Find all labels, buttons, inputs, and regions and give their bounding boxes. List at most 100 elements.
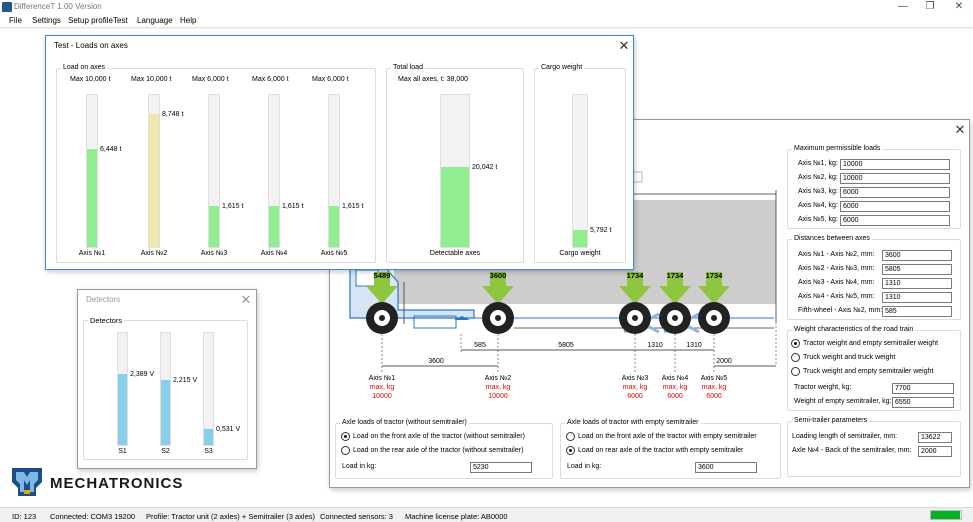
status-connection: Connected: COM3 19200 xyxy=(50,512,136,521)
diagram-axis-label-4: Axis №4 xyxy=(662,375,689,382)
detectors-close-icon[interactable]: ✕ xyxy=(240,292,252,307)
top-load-5: 1734 xyxy=(706,271,724,280)
weight-option-1-label: Tractor weight and empty semitrailer wei… xyxy=(803,340,939,347)
max-load-label-5: Axis №5, kg: xyxy=(798,216,838,223)
diagram-max-kg-4: 6000 xyxy=(667,393,683,400)
max-loads-group: Maximum permissible loads Axis №1, kg: 1… xyxy=(787,145,961,229)
tractor-empty-load-input[interactable]: 3600 xyxy=(695,462,757,473)
tractor-empty-front-label: Load on the front axle of the tractor wi… xyxy=(578,433,757,440)
tractor-empty-front-radio[interactable] xyxy=(566,432,575,441)
tractor-axle-load-input[interactable]: 5230 xyxy=(470,462,532,473)
distance-label-3: Axis №3 - Axis №4, mm: xyxy=(798,279,875,286)
menu-setup-profile[interactable]: Setup profile xyxy=(68,16,113,25)
sensor-s1-bar-fill xyxy=(118,374,127,445)
tractor-weight-label: Tractor weight, kg: xyxy=(794,384,852,391)
axis-3-label: Axis №3 xyxy=(200,250,228,257)
config-close-icon[interactable]: ✕ xyxy=(954,122,966,137)
diagram-max-label-3: max, kg xyxy=(623,384,648,391)
dim-axis3-axis4: 1310 xyxy=(647,342,663,349)
semitrailer-weight-input[interactable]: 6550 xyxy=(892,397,954,408)
distance-input-2[interactable]: 5805 xyxy=(882,264,952,275)
sensor-s3-value: 0,531 V xyxy=(216,426,241,433)
axis-3-bar-track xyxy=(208,94,220,248)
axis-1-bar-fill xyxy=(87,149,97,247)
app-titlebar: DifferenceT 1.00 Version — ❐ ✕ xyxy=(0,0,973,14)
sensor-s3-bar-track xyxy=(203,332,214,446)
tractor-axle-front-label: Load on the front axle of the tractor (w… xyxy=(353,433,525,440)
distance-label-4: Axis №4 - Axis №5, mm: xyxy=(798,293,875,300)
loads-close-icon[interactable]: ✕ xyxy=(618,38,630,53)
distance-input-4[interactable]: 1310 xyxy=(882,292,952,303)
distance-input-3[interactable]: 1310 xyxy=(882,278,952,289)
semitrailer-length-input[interactable]: 13622 xyxy=(918,432,952,443)
menu-language[interactable]: Language xyxy=(137,16,173,25)
diagram-max-kg-1: 10000 xyxy=(372,393,392,400)
weight-option-3-radio[interactable] xyxy=(791,367,800,376)
diagram-axis-label-5: Axis №5 xyxy=(701,375,728,382)
menu-file[interactable]: File xyxy=(9,16,22,25)
semitrailer-weight-label: Weight of empty semitrailer, kg: xyxy=(794,398,892,405)
restore-icon[interactable]: ❐ xyxy=(925,1,935,12)
axis-2-bar-track xyxy=(148,94,160,248)
max-load-input-5[interactable]: 6000 xyxy=(840,215,950,226)
dim-axis4-back: 2000 xyxy=(716,358,732,365)
minimize-icon[interactable]: — xyxy=(898,1,908,12)
total-load-group: Total load xyxy=(386,64,524,263)
menu-help[interactable]: Help xyxy=(180,16,197,25)
total-load-bar-track xyxy=(440,94,470,248)
semitrailer-length-label: Loading length of semitrailer, mm: xyxy=(792,433,898,440)
close-app-icon[interactable]: ✕ xyxy=(954,1,964,12)
sensor-s3-label: S3 xyxy=(204,448,213,455)
max-load-label-2: Axis №2, kg: xyxy=(798,174,838,181)
mechatronics-logo-icon xyxy=(10,466,44,498)
axis-2-label: Axis №2 xyxy=(140,250,168,257)
axis-4-label: Axis №4 xyxy=(260,250,288,257)
detectors-window: Detectors ✕ Detectors 2,389 V S1 2,215 V S… xyxy=(77,289,257,469)
diagram-axis-label-3: Axis №3 xyxy=(622,375,649,382)
status-id: ID: 123 xyxy=(12,512,37,521)
tractor-axle-rear-radio[interactable] xyxy=(341,446,350,455)
axis-5-value: 1,615 t xyxy=(342,203,364,210)
semitrailer-axle-input[interactable]: 2000 xyxy=(918,446,952,457)
axes-group: Load on axes xyxy=(56,64,376,263)
total-load-label: Detectable axes xyxy=(429,250,481,257)
axis-1-bar-track xyxy=(86,94,98,248)
max-loads-title: Maximum permissible loads xyxy=(792,145,883,152)
sensor-s1-bar-track xyxy=(117,332,128,446)
max-load-input-3[interactable]: 6000 xyxy=(840,187,950,198)
tractor-axle-title: Axle loads of tractor (without semitrail… xyxy=(340,419,469,426)
sensor-s2-bar-fill xyxy=(161,380,170,445)
app-icon xyxy=(2,2,12,12)
tractor-axle-load-label: Load in kg: xyxy=(342,463,377,470)
max-load-input-4[interactable]: 6000 xyxy=(840,201,950,212)
dim-axis2-axis3: 5805 xyxy=(558,342,574,349)
distance-input-1[interactable]: 3600 xyxy=(882,250,952,261)
weight-option-1-radio[interactable] xyxy=(791,339,800,348)
distance-label-5: Fifth-wheel - Axis №2, mm: xyxy=(798,307,883,314)
status-sensors: Connected sensors: 3 xyxy=(320,512,393,521)
axle-arrows xyxy=(366,272,730,304)
axis-2-value: 8,748 t xyxy=(162,111,184,118)
tractor-empty-rear-label: Load on rear axle of the tractor with em… xyxy=(578,447,744,454)
weight-option-2-radio[interactable] xyxy=(791,353,800,362)
menu-settings[interactable]: Settings xyxy=(32,16,61,25)
max-load-input-2[interactable]: 10000 xyxy=(840,173,950,184)
diagram-axis-label-2: Axis №2 xyxy=(485,375,512,382)
tractor-empty-rear-radio[interactable] xyxy=(566,446,575,455)
distance-input-5[interactable]: 585 xyxy=(882,306,952,317)
menu-test[interactable]: Test xyxy=(113,16,128,25)
max-load-label-3: Axis №3, kg: xyxy=(798,188,838,195)
total-group-title: Total load xyxy=(391,64,425,71)
diagram-max-label-1: max, kg xyxy=(370,384,395,391)
axis-3-max: Max 6,000 t xyxy=(192,76,229,83)
tractor-axle-front-radio[interactable] xyxy=(341,432,350,441)
axes-group-title: Load on axes xyxy=(61,64,108,71)
max-load-input-1[interactable]: 10000 xyxy=(840,159,950,170)
wheels xyxy=(366,302,730,334)
cargo-weight-value: 5,792 t xyxy=(590,227,612,234)
tractor-weight-input[interactable]: 7700 xyxy=(892,383,954,394)
cargo-weight-bar-fill xyxy=(573,230,587,247)
sensor-s1-label: S1 xyxy=(118,448,127,455)
axis-3-bar-fill xyxy=(209,206,219,247)
axis-4-max: Max 6,000 t xyxy=(252,76,289,83)
